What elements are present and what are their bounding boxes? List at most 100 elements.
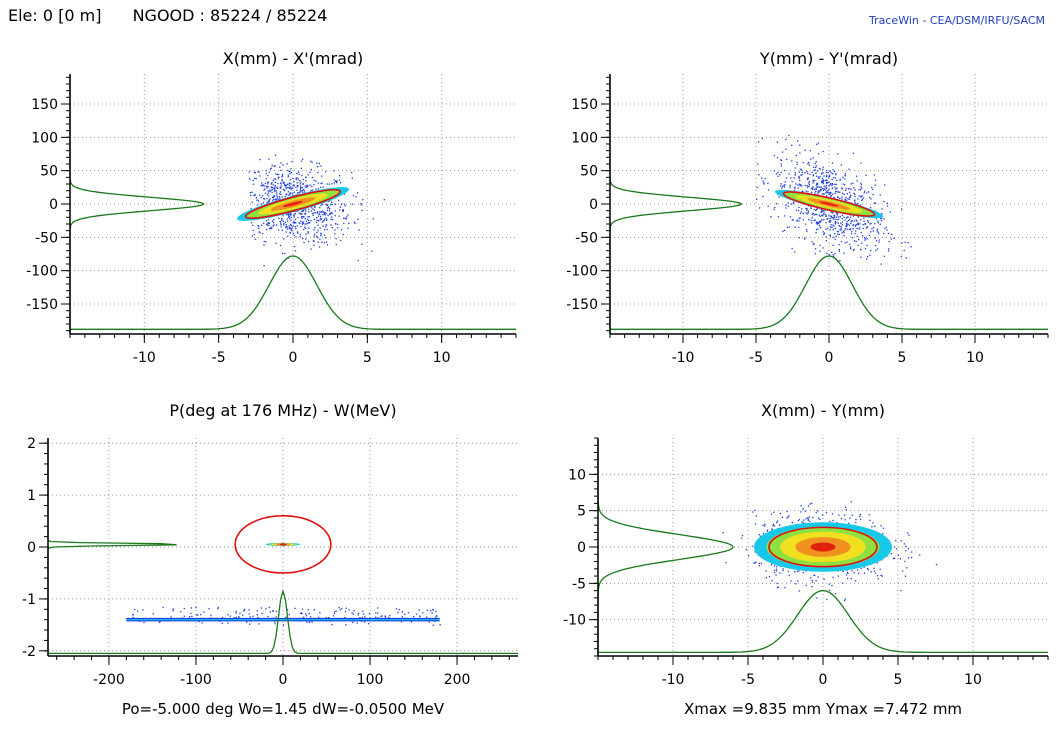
halo-particle	[326, 218, 328, 220]
halo-particle	[326, 209, 329, 211]
halo-particle	[857, 223, 859, 226]
halo-particle	[307, 609, 309, 611]
halo-particle	[857, 222, 859, 225]
halo-particle	[788, 226, 790, 228]
halo-particle	[356, 622, 358, 624]
halo-particle	[854, 195, 856, 198]
halo-particle	[823, 175, 825, 177]
halo-particle	[286, 608, 289, 611]
halo-particle	[335, 610, 337, 612]
y-tick-label: -1	[22, 592, 36, 608]
halo-particle	[292, 225, 294, 227]
halo-particle	[272, 198, 275, 200]
halo-particle	[860, 242, 863, 244]
halo-particle	[834, 238, 836, 240]
halo-particle	[785, 148, 787, 150]
halo-particle	[857, 244, 859, 246]
halo-particle	[831, 226, 833, 228]
halo-particle	[802, 161, 804, 164]
halo-particle	[301, 186, 304, 189]
halo-particle	[276, 173, 279, 176]
halo-particle	[290, 168, 292, 170]
halo-particle	[861, 195, 864, 197]
halo-particle	[235, 610, 237, 613]
halo-particle	[837, 216, 840, 218]
halo-particle	[813, 169, 815, 171]
halo-particle	[338, 607, 340, 609]
halo-particle	[268, 200, 270, 203]
halo-particle	[333, 612, 336, 615]
halo-particle	[830, 192, 832, 194]
halo-particle	[816, 222, 818, 224]
halo-particle	[295, 227, 297, 230]
halo-particle	[830, 211, 832, 214]
halo-particle	[273, 219, 275, 221]
halo-particle	[849, 248, 852, 250]
halo-particle	[783, 169, 786, 172]
halo-particle	[280, 193, 282, 196]
halo-particle	[762, 195, 764, 198]
halo-particle	[829, 192, 832, 195]
halo-particle	[815, 184, 818, 186]
halo-particle	[301, 213, 303, 215]
halo-particle	[266, 229, 268, 231]
halo-particle	[297, 217, 299, 219]
halo-particle	[825, 179, 827, 181]
halo-particle	[919, 554, 921, 556]
halo-particle	[833, 225, 835, 227]
halo-particle	[302, 237, 304, 240]
halo-particle	[826, 191, 828, 193]
x-tick-label: 10	[964, 672, 982, 688]
halo-particle	[325, 237, 327, 239]
halo-particle	[851, 219, 853, 222]
halo-particle	[813, 214, 815, 216]
halo-particle	[805, 212, 807, 214]
halo-particle	[837, 191, 840, 193]
halo-particle	[843, 229, 846, 232]
halo-particle	[811, 581, 814, 583]
halo-particle	[852, 249, 855, 251]
halo-particle	[825, 184, 828, 187]
halo-particle	[434, 616, 437, 619]
halo-particle	[336, 180, 338, 183]
halo-particle	[239, 612, 241, 615]
halo-particle	[846, 571, 849, 574]
halo-particle	[297, 232, 299, 234]
halo-particle	[277, 229, 280, 231]
halo-particle	[756, 198, 758, 201]
halo-particle	[776, 521, 778, 524]
halo-particle	[860, 231, 862, 234]
halo-particle	[251, 191, 253, 193]
halo-particle	[336, 227, 339, 229]
halo-particle	[305, 233, 307, 235]
halo-particle	[862, 235, 864, 237]
yyp-phase-space-chart: Y(mm) - Y'(mrad)-10 -5 0 5 10150100500-50-10…	[566, 49, 1049, 366]
halo-particle	[829, 228, 832, 231]
halo-particle	[290, 227, 292, 230]
halo-particle	[848, 168, 850, 170]
halo-particle	[893, 557, 896, 560]
halo-particle	[783, 184, 785, 187]
halo-particle	[827, 171, 830, 174]
halo-particle	[810, 219, 812, 221]
halo-particle	[840, 227, 842, 229]
element-position: Ele: 0 [0 m]	[8, 6, 102, 25]
halo-particle	[835, 173, 837, 175]
halo-particle	[839, 191, 841, 193]
halo-particle	[797, 187, 799, 189]
halo-particle	[351, 203, 353, 205]
halo-particle	[383, 199, 385, 201]
halo-particle	[333, 179, 335, 181]
halo-particle	[841, 582, 844, 584]
halo-particle	[786, 510, 788, 513]
halo-particle	[311, 185, 313, 188]
halo-particle	[308, 208, 310, 210]
halo-particle	[271, 188, 273, 191]
halo-particle	[811, 502, 813, 504]
halo-particle	[333, 182, 335, 184]
halo-particle	[782, 568, 784, 570]
halo-particle	[260, 185, 262, 187]
status-header: Ele: 0 [0 m] NGOOD : 85224 / 85224	[8, 6, 353, 25]
halo-particle	[836, 187, 838, 189]
halo-particle	[812, 180, 815, 182]
